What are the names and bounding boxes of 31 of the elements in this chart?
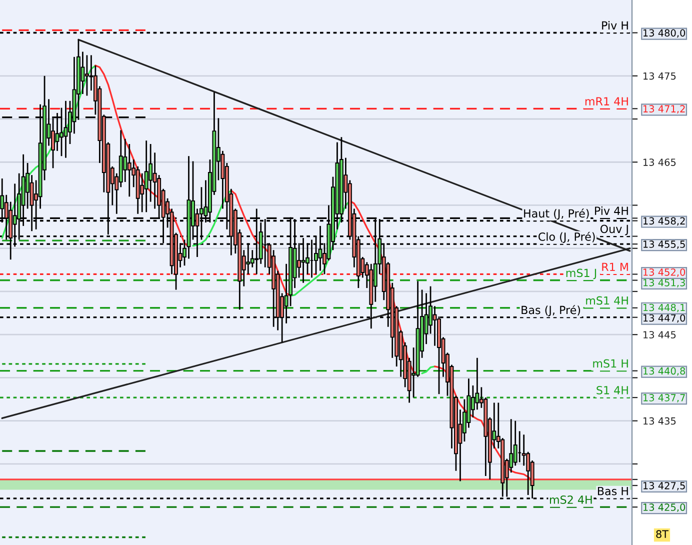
y-tick-label: 13 425,0	[643, 504, 686, 512]
y-tick-label: 13 437,7	[643, 394, 685, 402]
y-tick-label: 13 440,8	[643, 367, 686, 376]
y-tick-label: 13 455,5	[643, 240, 685, 249]
ref-line-label: mR1 4H	[585, 97, 628, 106]
y-tick-label: 13 451,3	[643, 278, 685, 288]
ref-line-label: mS1 H	[593, 359, 628, 368]
ref-line-label: mS1 J	[566, 268, 596, 280]
ref-line-label: S1 4H	[596, 386, 628, 394]
ref-line-label: Bas (J, Pré)	[522, 305, 580, 316]
y-tick-label: 13 435	[643, 417, 676, 425]
y-tick-label: 13 458,2	[643, 217, 685, 226]
ref-line-label: Ouv J	[600, 224, 628, 236]
ref-line-label: Haut (J, Pré)	[524, 208, 589, 220]
ref-line-label: Bas H	[598, 487, 628, 496]
y-tick-label: 13 447,0	[643, 314, 686, 323]
y-tick-label: 13 475	[643, 72, 676, 80]
y-tick-label: 13 452,0	[643, 268, 686, 277]
ref-line-label: Clo (J, Pré)	[538, 232, 595, 243]
text: 8T	[656, 530, 669, 538]
y-tick-label: 13 465	[643, 158, 676, 166]
y-tick-label: 13 445	[643, 331, 676, 338]
ref-line-label: Piv H	[602, 21, 628, 30]
ref-line-label: mS1 4H	[586, 296, 628, 305]
y-tick-label: 13 480,0	[643, 29, 686, 38]
ref-line-label: R1 M	[602, 262, 628, 271]
ref-line-label: mS2 4H	[550, 496, 592, 504]
y-tick-label: 13 471,2	[643, 105, 685, 114]
ref-line-label: Piv 4H	[595, 206, 628, 215]
y-tick-label: 13 427,5	[643, 482, 685, 490]
y-tick-label: 13 448,1	[643, 304, 685, 312]
